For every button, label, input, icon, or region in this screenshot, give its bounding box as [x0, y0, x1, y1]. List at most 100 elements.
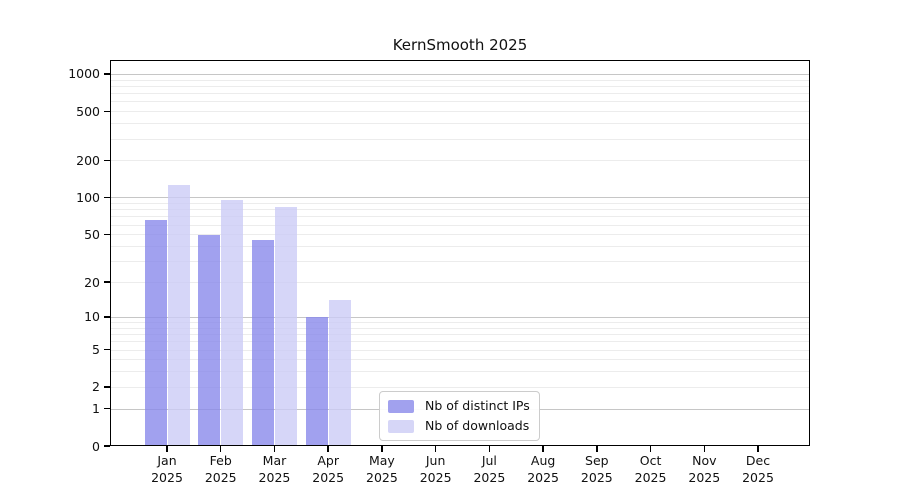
major-gridline: [110, 316, 810, 318]
x-tick-mark: [649, 446, 652, 452]
x-tick-year: 2025: [527, 470, 560, 485]
x-tick-mark: [434, 446, 437, 452]
x-tick-month: Dec: [745, 453, 771, 468]
minor-gridline: [110, 234, 810, 236]
minor-gridline: [110, 261, 810, 263]
y-tick-label: 200: [76, 152, 100, 168]
x-tick-mark: [327, 446, 329, 452]
major-gridline: [110, 73, 810, 75]
bar-downloads: [274, 207, 297, 445]
y-tick-label: 10: [84, 309, 100, 325]
y-tick-mark: [104, 407, 110, 410]
y-tick-mark: [104, 445, 110, 447]
x-tick-label: May 2025: [352, 452, 412, 486]
minor-gridline: [110, 93, 810, 95]
minor-gridline: [110, 209, 810, 211]
minor-gridline: [110, 111, 810, 113]
bar-distinct-ips: [305, 316, 328, 445]
x-tick-year: 2025: [580, 470, 613, 485]
x-tick-label: Aug 2025: [513, 452, 573, 486]
x-tick-year: 2025: [419, 470, 452, 485]
minor-gridline: [110, 160, 810, 162]
major-gridline: [110, 197, 810, 199]
legend-entry: Nb of downloads: [388, 418, 530, 434]
y-tick-label: 5: [92, 342, 100, 357]
x-tick-year: 2025: [151, 470, 183, 485]
y-tick-mark: [104, 196, 110, 199]
y-tick-mark: [104, 316, 110, 318]
y-tick-label: 50: [84, 226, 100, 242]
x-tick-label: Jan 2025: [137, 452, 197, 486]
y-tick-mark: [104, 73, 110, 75]
x-tick-label: Jun 2025: [406, 452, 466, 486]
minor-gridline: [110, 349, 810, 351]
x-tick-label: Apr 2025: [298, 452, 358, 486]
x-tick-month: Feb: [209, 453, 232, 468]
x-tick-year: 2025: [742, 470, 774, 485]
x-tick-mark: [488, 446, 491, 452]
legend-label: Nb of distinct IPs: [425, 398, 530, 413]
bar-downloads: [328, 300, 351, 445]
minor-gridline: [110, 359, 810, 361]
x-tick-mark: [596, 446, 598, 452]
x-tick-label: Mar 2025: [244, 452, 304, 486]
x-tick-label: Nov 2025: [674, 452, 734, 486]
minor-gridline: [110, 138, 810, 140]
x-tick-mark: [220, 446, 222, 452]
x-tick-month: Mar: [262, 453, 287, 468]
minor-gridline: [110, 341, 810, 343]
legend-entry: Nb of distinct IPs: [388, 398, 530, 414]
minor-gridline: [110, 224, 810, 226]
x-tick-year: 2025: [258, 470, 291, 485]
y-tick-mark: [104, 233, 110, 235]
legend: Nb of distinct IPs Nb of downloads: [379, 391, 540, 441]
minor-gridline: [110, 101, 810, 103]
x-tick-month: Apr: [317, 453, 339, 468]
minor-gridline: [110, 216, 810, 218]
y-tick-mark: [104, 159, 110, 162]
x-tick-mark: [273, 446, 276, 452]
minor-gridline: [110, 203, 810, 205]
y-tick-label: 500: [76, 103, 100, 119]
bar-distinct-ips: [198, 235, 221, 445]
chart-title: KernSmooth 2025: [392, 36, 528, 54]
y-tick-mark: [104, 386, 110, 388]
x-tick-label: Sep 2025: [567, 452, 627, 486]
x-tick-year: 2025: [366, 470, 398, 485]
minor-gridline: [110, 246, 810, 247]
legend-swatch: [388, 419, 414, 433]
minor-gridline: [110, 322, 810, 323]
x-tick-month: May: [368, 453, 395, 468]
y-tick-label: 0: [92, 438, 100, 454]
x-tick-year: 2025: [688, 470, 721, 485]
y-tick-mark: [104, 281, 110, 283]
minor-gridline: [110, 386, 810, 388]
x-tick-mark: [381, 446, 383, 452]
x-tick-month: Nov: [692, 453, 717, 468]
minor-gridline: [110, 79, 810, 81]
y-tick-label: 100: [76, 189, 100, 205]
x-tick-year: 2025: [312, 470, 345, 485]
legend-swatch: [388, 399, 414, 413]
bar-distinct-ips: [144, 219, 167, 445]
bar-downloads: [221, 199, 244, 445]
x-tick-month: Jun: [425, 453, 446, 468]
y-tick-label: 2: [92, 379, 100, 395]
x-tick-label: Dec 2025: [728, 452, 788, 486]
y-tick-label: 20: [84, 274, 100, 290]
x-tick-label: Oct 2025: [621, 452, 681, 486]
bar-distinct-ips: [251, 239, 274, 445]
x-tick-month: Jan: [157, 453, 177, 468]
bar-downloads: [167, 185, 190, 445]
x-tick-mark: [757, 446, 759, 452]
x-tick-month: Jul: [481, 453, 497, 468]
y-tick-label: 1000: [68, 66, 100, 82]
x-tick-month: Aug: [530, 453, 556, 468]
x-tick-label: Feb 2025: [191, 452, 251, 486]
x-tick-month: Oct: [639, 453, 662, 468]
x-tick-year: 2025: [473, 470, 506, 485]
minor-gridline: [110, 85, 810, 87]
x-tick-mark: [542, 446, 544, 452]
y-tick-mark: [104, 348, 110, 351]
